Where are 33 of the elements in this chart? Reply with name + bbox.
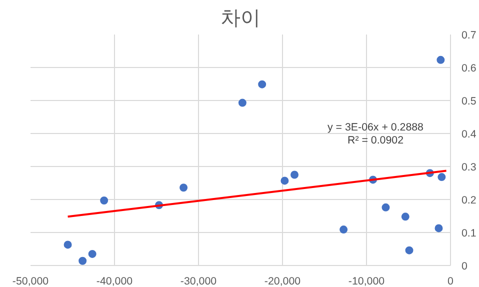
point <box>64 240 72 249</box>
y-tick-label: 0 <box>462 260 468 272</box>
y-tick-label: 0.5 <box>462 96 476 108</box>
point <box>405 246 414 254</box>
point <box>436 56 445 64</box>
y-tick-label: 0.2 <box>462 194 476 206</box>
point <box>382 203 390 212</box>
point <box>434 224 443 232</box>
point <box>88 250 96 258</box>
x-tick-label: -10,000 <box>348 276 385 287</box>
point <box>238 98 246 107</box>
point <box>280 176 289 185</box>
x-tick-label: -50,000 <box>12 276 49 287</box>
point <box>438 173 446 182</box>
x-tick-label: -30,000 <box>180 276 217 287</box>
y-tick-label: 0.7 <box>462 30 476 42</box>
point <box>78 256 87 265</box>
x-tick-label: 0 <box>448 276 454 287</box>
y-tick-label: 0.1 <box>462 228 476 240</box>
point <box>258 80 266 88</box>
annotation: y = 3E-06x + 0.2888 <box>328 122 424 134</box>
x-tick-label: -40,000 <box>96 276 133 287</box>
y-tick-label: 0.6 <box>462 62 476 74</box>
point <box>290 170 299 179</box>
annotation: R² = 0.0902 <box>348 134 404 146</box>
point <box>401 212 410 221</box>
y-tick-label: 0.4 <box>462 128 476 140</box>
point <box>340 226 348 234</box>
y-tick-label: 0.3 <box>462 162 476 174</box>
point <box>100 196 108 204</box>
point <box>180 184 188 192</box>
x-tick-label: -20,000 <box>264 276 301 287</box>
chart-title: 차이 <box>220 8 260 30</box>
